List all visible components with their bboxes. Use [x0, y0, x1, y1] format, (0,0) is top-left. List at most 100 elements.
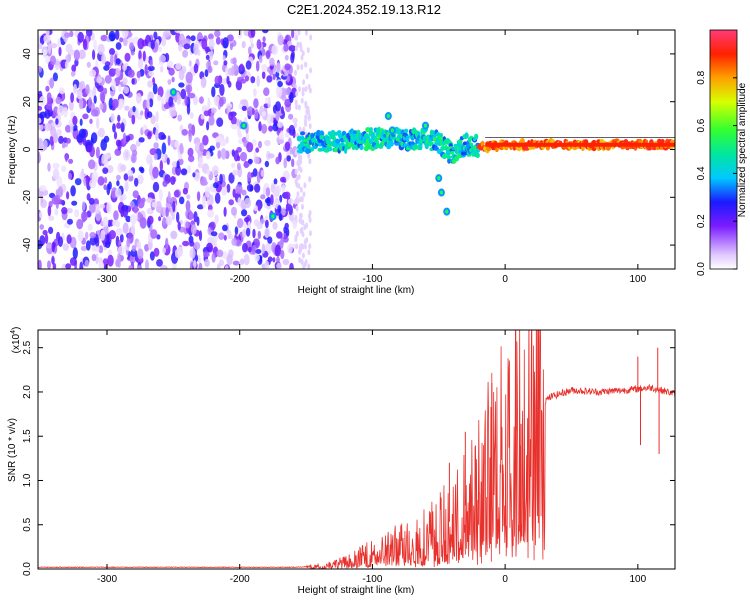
- noise-speckle: [300, 259, 304, 266]
- noise-speckle: [55, 96, 62, 105]
- noise-speckle: [44, 233, 49, 244]
- noise-speckle: [241, 105, 247, 111]
- noise-speckle: [52, 72, 59, 82]
- noise-speckle: [129, 214, 137, 225]
- noise-speckle: [295, 243, 299, 250]
- noise-speckle: [296, 160, 300, 167]
- ridge-mark: [439, 136, 444, 140]
- noise-speckle: [226, 183, 231, 193]
- noise-speckle: [122, 207, 128, 218]
- noise-speckle: [264, 260, 270, 269]
- ridge-mark: [455, 156, 459, 162]
- noise-speckle: [208, 116, 215, 126]
- noise-speckle: [97, 85, 104, 92]
- noise-speckle: [52, 168, 60, 180]
- noise-speckle: [210, 231, 218, 237]
- noise-speckle: [301, 252, 305, 259]
- noise-speckle: [51, 241, 55, 253]
- noise-speckle: [136, 174, 144, 185]
- noise-speckle: [187, 165, 192, 174]
- noise-speckle: [182, 187, 188, 195]
- noise-speckle: [209, 221, 216, 231]
- noise-speckle: [204, 258, 210, 267]
- noise-speckle: [188, 155, 195, 163]
- noise-speckle: [177, 114, 182, 122]
- noise-speckle: [191, 124, 196, 136]
- noise-speckle: [307, 249, 311, 256]
- noise-speckle: [70, 92, 74, 103]
- noise-speckle: [245, 132, 250, 141]
- noise-speckle: [307, 263, 311, 269]
- ridge-mark: [335, 138, 341, 144]
- noise-speckle: [85, 240, 91, 251]
- noise-speckle: [150, 39, 155, 50]
- noise-speckle: [297, 104, 301, 111]
- noise-speckle: [162, 180, 168, 187]
- noise-speckle: [47, 205, 52, 217]
- noise-speckle: [251, 108, 255, 115]
- noise-speckle: [165, 207, 169, 218]
- blob-core: [439, 190, 444, 195]
- noise-speckle: [108, 181, 112, 190]
- noise-speckle: [197, 204, 204, 210]
- noise-speckle: [64, 60, 69, 69]
- y-tick-label: 40: [22, 48, 33, 60]
- noise-speckle: [234, 226, 239, 235]
- noise-speckle: [237, 218, 244, 229]
- noise-speckle: [137, 211, 142, 220]
- ridge-mark: [310, 132, 315, 139]
- noise-speckle: [88, 97, 92, 109]
- noise-speckle: [222, 37, 229, 49]
- noise-speckle: [129, 42, 135, 51]
- ridge-mark: [440, 146, 446, 150]
- noise-speckle: [68, 172, 72, 180]
- noise-speckle: [64, 152, 69, 162]
- noise-speckle: [232, 64, 239, 76]
- noise-speckle: [304, 30, 308, 36]
- noise-speckle: [78, 97, 84, 110]
- noise-speckle: [294, 168, 298, 175]
- noise-speckle: [162, 31, 170, 38]
- noise-speckle: [240, 151, 247, 162]
- noise-speckle: [106, 201, 112, 214]
- noise-speckle: [268, 125, 273, 132]
- noise-speckle: [43, 34, 51, 44]
- noise-speckle: [82, 137, 87, 146]
- noise-speckle: [193, 43, 199, 56]
- snr-series-line: [38, 330, 675, 569]
- noise-speckle: [146, 111, 153, 118]
- noise-speckle: [265, 219, 269, 229]
- noise-speckle: [230, 123, 238, 130]
- noise-speckle: [256, 75, 261, 88]
- noise-speckle: [69, 257, 77, 266]
- noise-speckle: [308, 123, 312, 130]
- noise-speckle: [205, 54, 210, 61]
- noise-speckle: [307, 152, 311, 159]
- noise-speckle: [203, 110, 210, 117]
- noise-speckle: [150, 229, 158, 239]
- noise-speckle: [85, 231, 89, 240]
- noise-speckle: [261, 71, 266, 80]
- noise-speckle: [187, 147, 194, 157]
- noise-speckle: [294, 69, 297, 76]
- noise-speckle: [72, 115, 78, 126]
- noise-speckle: [222, 55, 226, 61]
- noise-speckle: [151, 201, 157, 208]
- noise-speckle: [166, 60, 174, 68]
- noise-speckle: [276, 256, 280, 264]
- ridge-mark: [365, 127, 371, 133]
- colorbar-tick-label: 0.4: [696, 166, 707, 180]
- noise-speckle: [253, 219, 260, 226]
- noise-speckle: [248, 246, 252, 253]
- noise-speckle: [81, 168, 85, 178]
- noise-speckle: [136, 71, 141, 78]
- noise-speckle: [112, 220, 116, 227]
- snr-xlabel: Height of straight line (km): [298, 585, 415, 596]
- noise-speckle: [308, 158, 312, 165]
- ridge-mark: [450, 150, 455, 155]
- noise-speckle: [91, 171, 99, 183]
- noise-speckle: [301, 203, 304, 210]
- noise-speckle: [70, 123, 74, 134]
- noise-speckle: [46, 92, 52, 102]
- noise-speckle: [90, 109, 99, 117]
